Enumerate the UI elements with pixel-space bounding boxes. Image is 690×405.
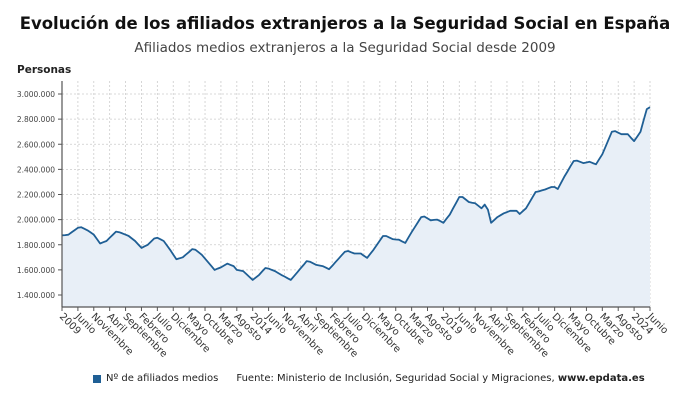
y-tick-label: 2.600.000	[17, 140, 55, 149]
y-tick-label: 1.400.000	[17, 291, 55, 300]
y-tick-label: 1.800.000	[17, 241, 55, 250]
legend-swatch	[93, 374, 101, 383]
chart-title: Evolución de los afiliados extranjeros a…	[19, 14, 671, 33]
legend: Nº de afiliados medios Fuente: Ministeri…	[93, 373, 645, 384]
y-tick-label: 2.200.000	[17, 191, 55, 200]
series-area	[62, 107, 650, 307]
chart-subtitle: Afiliados medios extranjeros a la Seguri…	[134, 40, 556, 56]
source-site-link[interactable]: www.epdata.es	[557, 373, 645, 384]
y-tick-label: 1.600.000	[17, 266, 55, 275]
y-tick-label: 3.000.000	[17, 90, 55, 99]
series-line	[61, 106, 651, 281]
y-tick-label: 2.000.000	[17, 216, 55, 225]
source-text: Fuente: Ministerio de Inclusión, Segurid…	[236, 373, 558, 384]
legend-label: Nº de afiliados medios	[106, 373, 219, 384]
y-axis-label: Personas	[17, 64, 72, 76]
y-tick-label: 2.800.000	[17, 115, 55, 124]
y-tick-label: 2.400.000	[17, 165, 55, 174]
source-note: Fuente: Ministerio de Inclusión, Segurid…	[236, 373, 644, 384]
